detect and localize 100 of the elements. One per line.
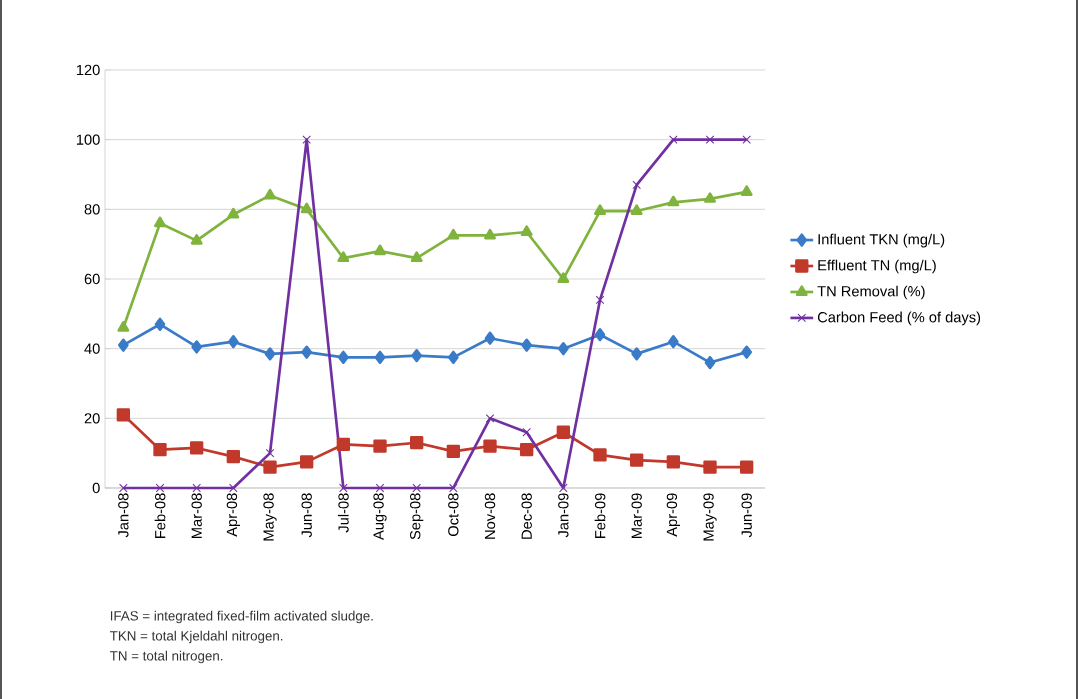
point [520, 443, 534, 457]
point [336, 437, 351, 452]
x-tick-label: Feb-09 [594, 493, 606, 538]
point [229, 483, 238, 493]
point [483, 439, 497, 453]
y-tick-label: 20 [84, 413, 100, 424]
point [558, 341, 569, 356]
legend-label: Effluent TN (mg/L) [818, 259, 936, 274]
point [191, 340, 203, 354]
x-tick-label: Apr-08 [226, 493, 240, 537]
point [669, 135, 678, 144]
point [300, 455, 314, 469]
y-tick-label: 100 [76, 134, 100, 145]
text: TKN = total Kjeldahl nitrogen. [110, 630, 283, 644]
y-tick-label: 120 [76, 64, 100, 76]
point [484, 331, 496, 345]
point [155, 483, 165, 493]
y-tick-label: 0 [92, 482, 100, 494]
point [632, 180, 641, 190]
x-tick-label: Mar-09 [631, 493, 642, 538]
point [741, 345, 753, 359]
point [520, 225, 533, 236]
point [411, 348, 423, 363]
text: TN = total nitrogen. [110, 650, 223, 664]
point [228, 335, 239, 349]
point [666, 455, 681, 469]
point [594, 204, 606, 216]
x-tick-label: Oct-08 [448, 493, 459, 537]
x-tick-label: May-09 [703, 493, 717, 541]
x-tick-label: Feb-08 [154, 493, 166, 538]
legend-label: Influent TKN (mg/L) [818, 233, 945, 248]
point [446, 444, 461, 459]
point [521, 338, 533, 352]
point [522, 427, 531, 437]
point [742, 135, 751, 144]
x-tick-label: May-08 [263, 493, 277, 541]
point [263, 460, 277, 474]
point [264, 188, 276, 200]
point [704, 355, 716, 370]
point [374, 350, 386, 365]
point [154, 317, 166, 331]
point [703, 460, 717, 474]
point [190, 441, 204, 455]
point [740, 460, 754, 474]
point [595, 295, 605, 305]
x-tick-label: Mar-08 [191, 493, 202, 538]
point [557, 272, 570, 283]
point [631, 347, 643, 361]
x-tick-label: Jul-08 [337, 493, 349, 533]
y-tick-label: 60 [84, 273, 100, 285]
point [153, 443, 167, 457]
point [410, 436, 424, 450]
point [448, 350, 459, 365]
point [704, 192, 716, 203]
point [116, 408, 131, 422]
x-tick-label: Jun-09 [741, 493, 752, 538]
point [667, 195, 680, 207]
point [375, 483, 385, 493]
point [227, 207, 240, 219]
point [559, 483, 568, 493]
y-tick-label: 80 [84, 204, 100, 215]
text: IFAS = integrated fixed-film activated sludge. [110, 610, 373, 624]
point [410, 251, 423, 263]
point [118, 338, 129, 352]
point [449, 483, 458, 493]
x-tick-label: Dec-08 [521, 493, 532, 539]
x-tick-label: Apr-09 [666, 493, 680, 537]
point [594, 328, 606, 342]
point [593, 448, 607, 462]
point [705, 135, 715, 144]
point [264, 347, 276, 361]
point [192, 483, 201, 493]
point [374, 244, 386, 256]
point [154, 216, 166, 228]
x-tick-label: Aug-08 [373, 493, 387, 540]
x-tick-label: Jan-08 [118, 493, 129, 538]
point [337, 251, 350, 263]
point [668, 335, 679, 349]
point [556, 425, 571, 439]
legend-label: Carbon Feed (% of days) [817, 311, 981, 326]
point [300, 202, 313, 214]
point [484, 228, 496, 240]
point [412, 483, 421, 493]
legend-label: TN Removal (%) [817, 285, 925, 300]
point [119, 483, 128, 493]
point [301, 345, 313, 359]
point [447, 228, 460, 240]
x-tick-label: Jan-09 [558, 493, 569, 538]
point [339, 483, 348, 493]
point [485, 414, 495, 423]
point [302, 135, 311, 144]
point [373, 439, 387, 453]
x-tick-label: Sep-08 [410, 493, 424, 540]
y-tick-label: 40 [84, 343, 100, 354]
point [265, 448, 275, 458]
point [226, 449, 241, 464]
point [630, 204, 643, 216]
point [740, 185, 753, 196]
point [338, 350, 349, 365]
point [117, 321, 130, 332]
